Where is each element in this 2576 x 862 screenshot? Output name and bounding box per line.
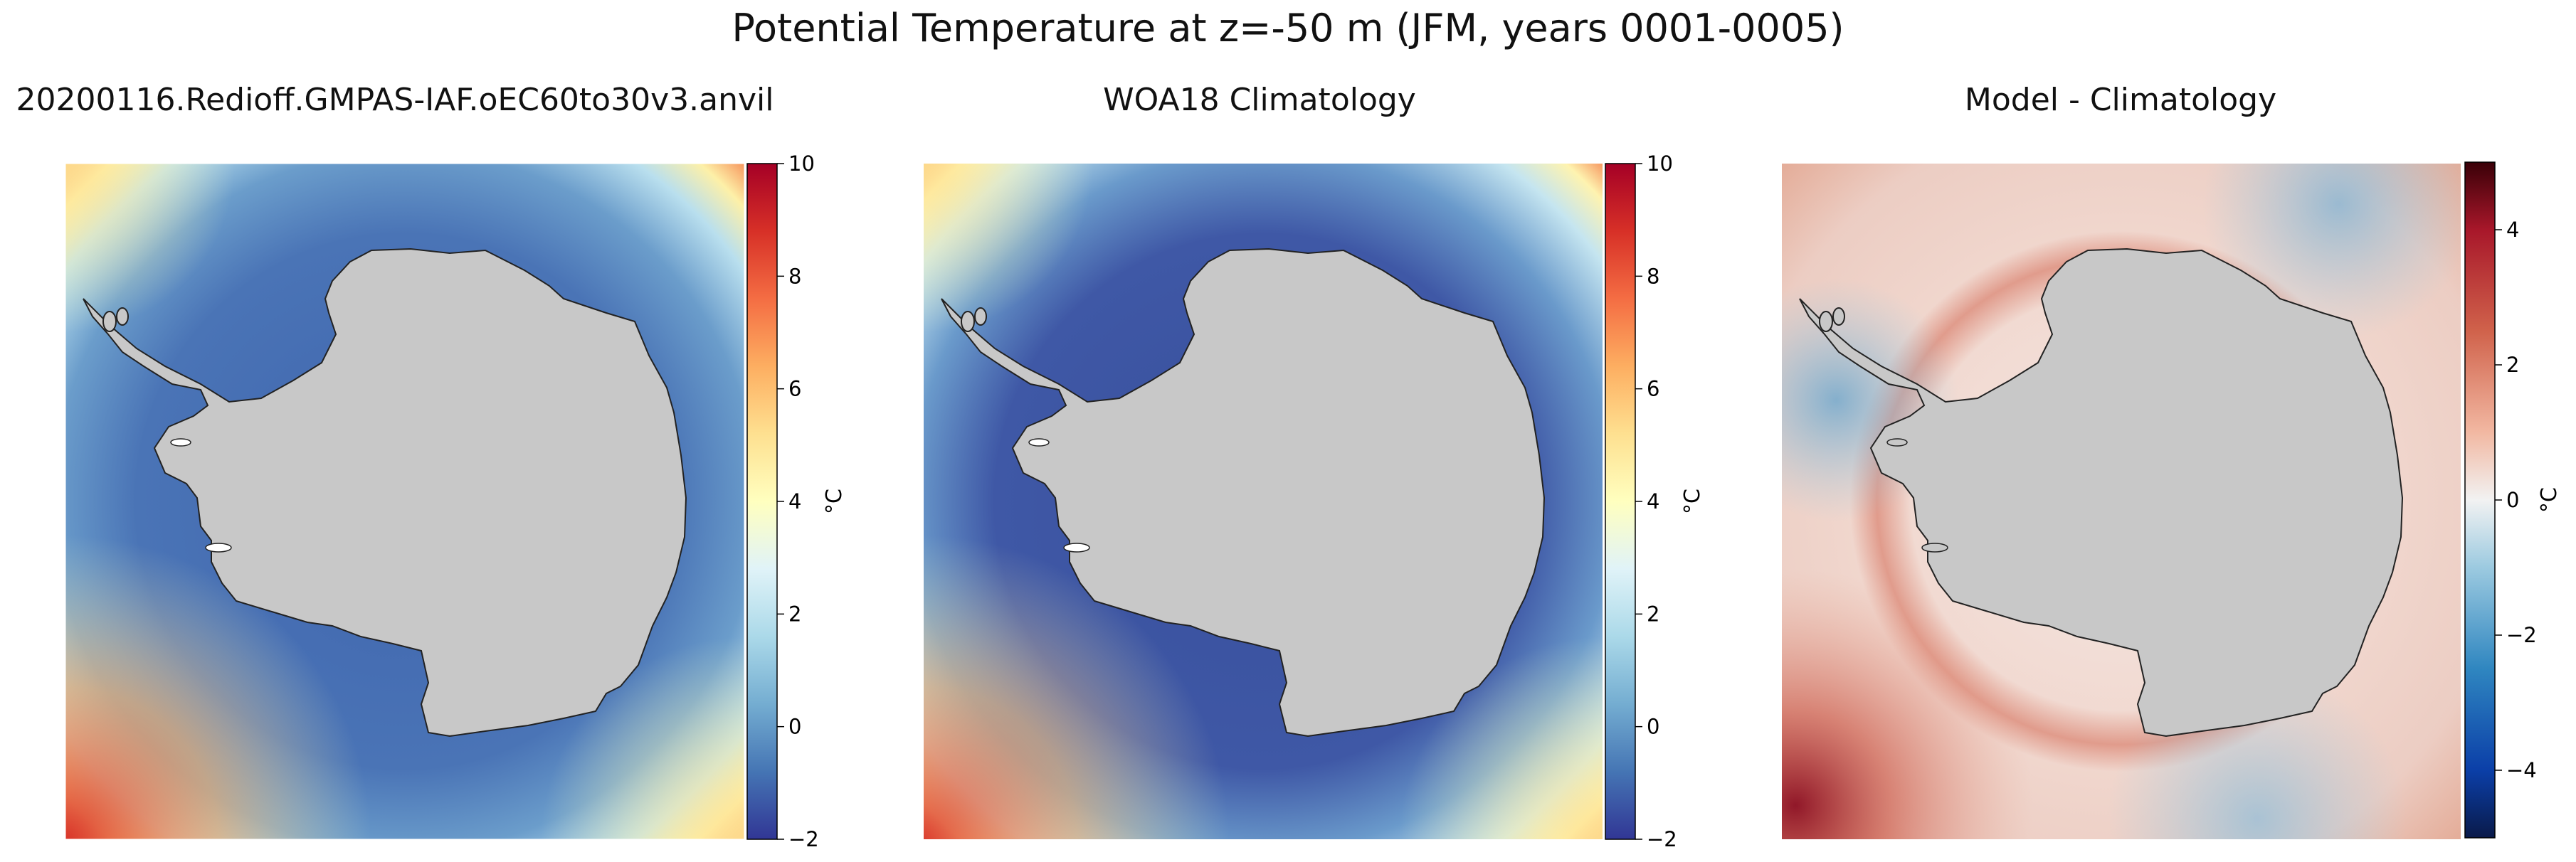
panel-title-difference: Model - Climatology [1964, 82, 2277, 118]
map-model [65, 164, 744, 839]
colorbar-tick-label: 0 [2506, 488, 2519, 512]
colorbar-tick-label: 2 [1647, 602, 1659, 626]
colorbar-tick-label: 8 [788, 264, 801, 288]
colorbar-tick-label: 8 [1647, 264, 1659, 288]
colorbar-label-model: °C [822, 489, 847, 514]
colorbar-tick-label: 6 [1647, 377, 1659, 401]
map-difference [1782, 164, 2461, 839]
colorbar-tick-label: 6 [788, 377, 801, 401]
colorbar-tick-label: −2 [788, 827, 819, 851]
colorbar-tick-label: 10 [1647, 151, 1673, 176]
figure-title: Potential Temperature at z=-50 m (JFM, y… [732, 6, 1844, 50]
colorbar-climatology: −2 0 2 4 6 8 10 °C [1605, 151, 1705, 851]
colorbar-tick-label: 10 [788, 151, 815, 176]
colorbar-tick-label: 4 [788, 489, 801, 514]
colorbar-difference: −4 −2 0 2 4 °C [2464, 161, 2562, 839]
colorbar-label-difference: °C [2537, 487, 2562, 513]
colorbar-tick-label: 2 [2506, 353, 2519, 377]
colorbar-tick-label: 4 [2506, 218, 2519, 242]
colorbar-tick-label: 0 [1647, 715, 1659, 739]
panel-title-model: 20200116.Redioff.GMPAS-IAF.oEC60to30v3.a… [16, 82, 774, 118]
colorbar-tick-label: 0 [788, 715, 801, 739]
colorbar-label-climatology: °C [1680, 489, 1705, 514]
colorbar-tick-label: −2 [2506, 623, 2537, 647]
colorbar-tick-label: −2 [1647, 827, 1677, 851]
colorbar-tick-label: 4 [1647, 489, 1659, 514]
panel-title-climatology: WOA18 Climatology [1103, 82, 1416, 118]
colorbar-tick-label: 2 [788, 602, 801, 626]
colorbar-model: −2 0 2 4 6 8 10 °C [746, 151, 847, 851]
colorbar-tick-label: −4 [2506, 758, 2537, 782]
map-climatology [924, 164, 1603, 839]
